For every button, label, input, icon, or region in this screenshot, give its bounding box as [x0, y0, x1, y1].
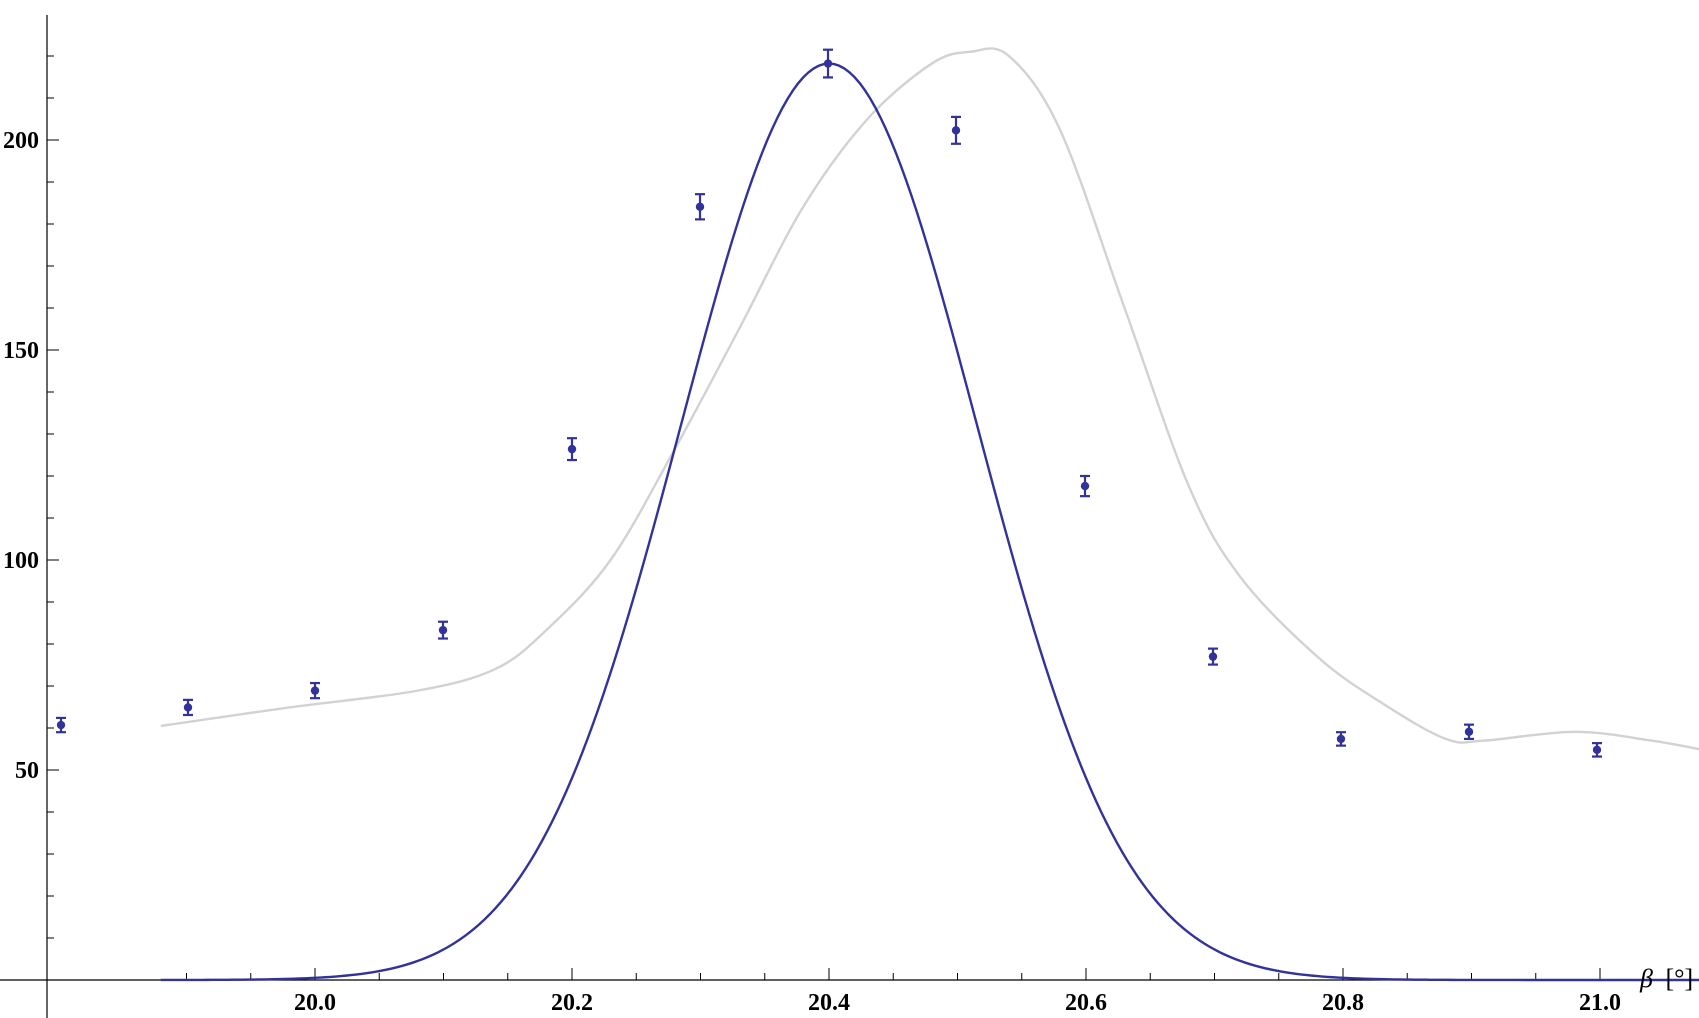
data-points: [56, 48, 1602, 758]
data-point: [1464, 723, 1474, 741]
data-marker: [310, 686, 320, 695]
x-tick-label: 21.0: [1579, 990, 1621, 1016]
data-marker: [1208, 652, 1218, 661]
data-marker: [438, 625, 448, 635]
data-marker: [183, 703, 193, 712]
x-axis-symbol: β: [1639, 964, 1653, 993]
y-tick-label: 200: [3, 128, 39, 154]
axes: [0, 15, 1620, 1018]
data-marker: [951, 126, 961, 135]
data-point: [1592, 742, 1602, 758]
x-tick-label: 20.4: [808, 990, 850, 1016]
data-point: [951, 115, 961, 145]
x-tick-label: 20.2: [551, 990, 593, 1016]
data-point: [567, 437, 577, 462]
x-tick-label: 20.0: [294, 990, 336, 1016]
data-point: [695, 193, 705, 221]
y-tick-label: 100: [3, 548, 39, 574]
x-axis-label: β [°]: [1639, 964, 1693, 993]
data-marker: [1592, 745, 1602, 755]
data-marker: [567, 444, 577, 454]
data-marker: [56, 720, 66, 730]
tick-labels: 20.0 20.2 20.4 20.6 20.8 21.0 50 100 150 200: [3, 128, 1621, 1016]
data-point: [1208, 647, 1218, 666]
data-marker: [823, 59, 833, 68]
y-tick-label: 150: [3, 338, 39, 364]
y-tick-label: 50: [15, 758, 39, 784]
data-point: [823, 48, 833, 79]
data-point: [1336, 731, 1346, 747]
x-axis-unit: [°]: [1665, 964, 1693, 993]
interpolation-curve: [160, 47, 1699, 751]
data-point: [310, 681, 320, 700]
data-marker: [1080, 481, 1090, 491]
ticks: [47, 55, 1601, 980]
gaussian-fit-curve: [160, 62, 1699, 982]
x-tick-label: 20.8: [1322, 990, 1364, 1016]
data-marker: [1464, 727, 1474, 736]
x-tick-label: 20.6: [1065, 990, 1107, 1016]
data-point: [438, 620, 448, 640]
curves: [160, 47, 1699, 982]
data-marker: [695, 202, 705, 211]
data-point: [183, 698, 193, 717]
data-marker: [1336, 734, 1346, 744]
data-point: [56, 716, 66, 734]
data-point: [1080, 474, 1090, 498]
